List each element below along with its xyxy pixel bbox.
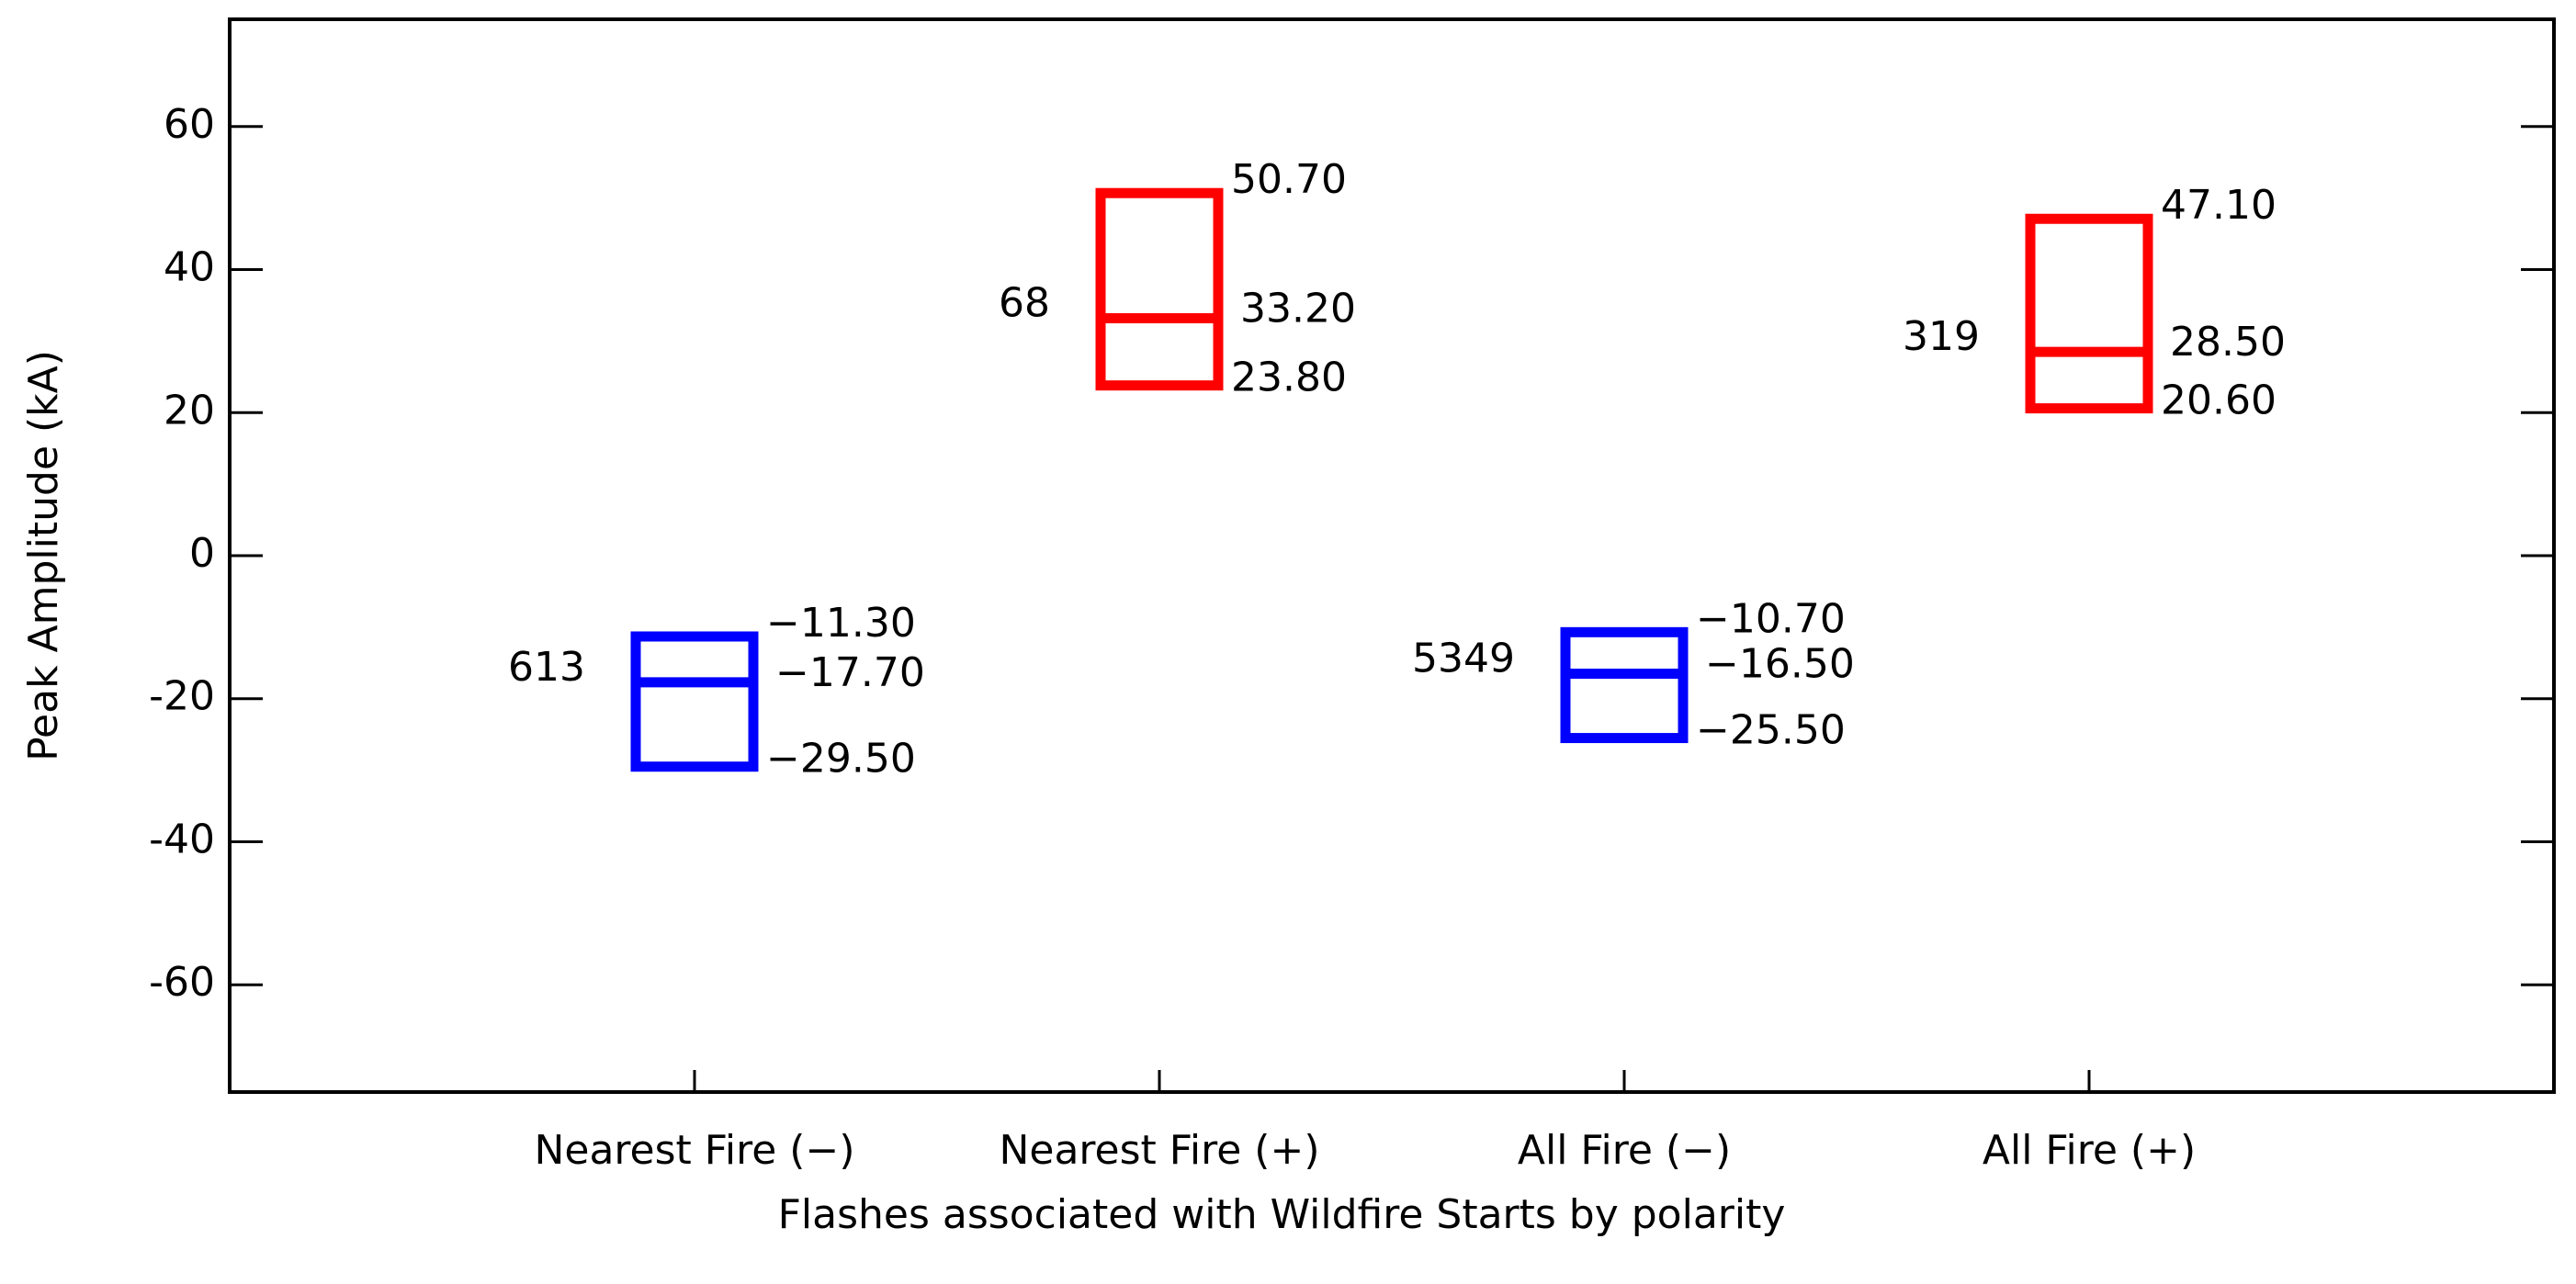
q3-label: 50.70 [1231, 156, 1347, 203]
count-label: 319 [1903, 313, 1980, 360]
x-tick-label: All Fire (−) [1518, 1127, 1731, 1174]
y-tick-label: 0 [189, 530, 215, 577]
q3-label: 47.10 [2161, 182, 2277, 229]
q3-label: −11.30 [766, 600, 916, 647]
y-tick-label: 60 [164, 101, 215, 148]
q1-label: 20.60 [2161, 377, 2277, 424]
x-tick-label: Nearest Fire (−) [534, 1127, 854, 1174]
y-axis-label: Peak Amplitude (kA) [20, 350, 67, 761]
count-label: 613 [508, 644, 585, 691]
median-label: 33.20 [1240, 285, 1356, 332]
x-tick-label: All Fire (+) [1983, 1127, 2196, 1174]
y-tick-label: 40 [164, 244, 215, 291]
q1-label: −25.50 [1696, 707, 1846, 754]
count-label: 68 [999, 279, 1050, 326]
y-tick-label: -20 [149, 673, 215, 720]
plot-frame [228, 17, 2556, 1094]
y-tick-label: -60 [149, 959, 215, 1006]
q1-label: −29.50 [766, 736, 916, 783]
q1-label: 23.80 [1231, 355, 1347, 401]
x-tick-label: Nearest Fire (+) [999, 1127, 1319, 1174]
q3-label: −10.70 [1696, 595, 1846, 642]
count-label: 5349 [1412, 635, 1515, 681]
median-label: −16.50 [1705, 640, 1855, 687]
box [1095, 187, 1224, 391]
box [1560, 626, 1689, 744]
median-label: −17.70 [775, 649, 925, 696]
y-tick-label: -40 [149, 816, 215, 862]
y-tick-label: 20 [164, 387, 215, 434]
box [2025, 213, 2153, 414]
median-label: 28.50 [2170, 319, 2286, 366]
box [630, 631, 759, 772]
x-axis-label: Flashes associated with Wildfire Starts … [778, 1191, 1786, 1238]
